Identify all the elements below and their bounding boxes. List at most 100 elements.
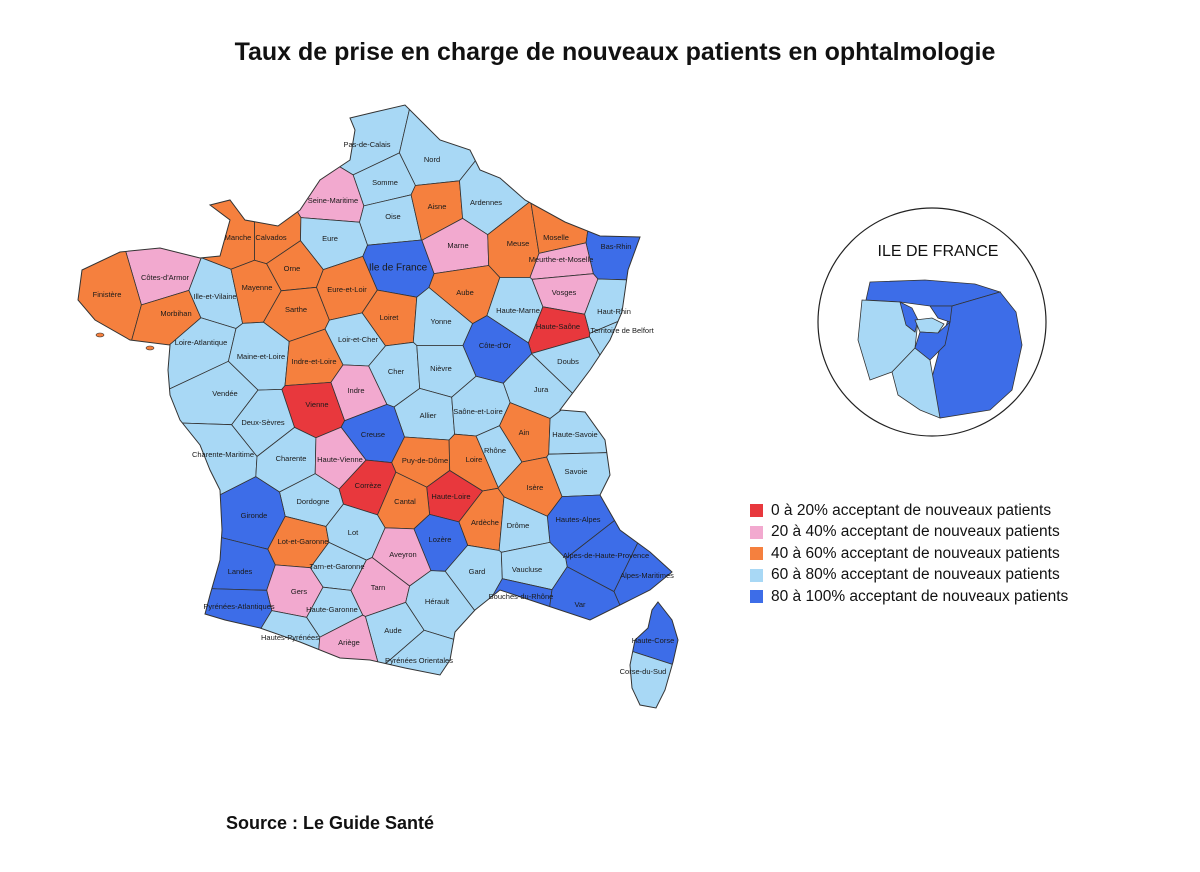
dept-label-pas-de-calais: Pas-de-Calais xyxy=(343,140,390,149)
dept-haute-savoie xyxy=(548,393,672,455)
dept-label-rhone: Rhône xyxy=(484,446,506,455)
legend-label: 0 à 20% acceptant de nouveaux patients xyxy=(771,501,1052,519)
dept-label-manche: Manche xyxy=(225,233,252,242)
dept-label-creuse: Creuse xyxy=(361,430,385,439)
legend-swatch xyxy=(750,504,763,518)
legend-swatch xyxy=(750,568,763,582)
dept-label-pyrenees-orientales: Pyrénées Orientales xyxy=(385,656,453,665)
dept-label-cher: Cher xyxy=(388,367,405,376)
dept-label-aveyron: Aveyron xyxy=(389,550,416,559)
dept-label-moselle: Moselle xyxy=(543,233,569,242)
dept-label-meurthe-et-moselle: Meurthe-et-Moselle xyxy=(529,255,594,264)
idf-dept-hauts-de-seine xyxy=(899,301,919,333)
dept-label-alpes-de-haute-provence: Alpes-de-Haute-Provence xyxy=(563,551,649,560)
idf-dept-val-de-marne xyxy=(914,320,951,361)
source-note: Source : Le Guide Santé xyxy=(226,813,435,833)
dept-label-marne: Marne xyxy=(447,241,468,250)
legend-label: 20 à 40% acceptant de nouveaux patients xyxy=(771,523,1060,541)
dept-label-lozere: Lozère xyxy=(429,535,452,544)
dept-label-nievre: Nièvre xyxy=(430,364,452,373)
dept-label-haute-vienne: Haute-Vienne xyxy=(317,455,363,464)
dept-label-aisne: Aisne xyxy=(428,202,447,211)
dept-label-lot-et-garonne: Lot-et-Garonne xyxy=(278,537,329,546)
island-2 xyxy=(145,345,155,351)
dept-label-haute-savoie: Haute-Savoie xyxy=(552,430,597,439)
dept-label-oise: Oise xyxy=(385,212,400,221)
dept-label-gers: Gers xyxy=(291,587,308,596)
dept-label-charente-maritime: Charente-Maritime xyxy=(192,450,254,459)
dept-label-calvados: Calvados xyxy=(255,233,287,242)
dept-label-aude: Aude xyxy=(384,626,402,635)
dept-bas-rhin xyxy=(585,105,672,283)
legend-label: 40 à 60% acceptant de nouveaux patients xyxy=(771,544,1060,562)
dept-label-gironde: Gironde xyxy=(241,511,268,520)
idf-dept-paris xyxy=(914,317,945,334)
dept-label-charente: Charente xyxy=(276,454,307,463)
dept-label-ariege: Ariège xyxy=(338,638,360,647)
dept-label-isere: Isère xyxy=(527,483,544,492)
dept-label-vienne: Vienne xyxy=(305,400,328,409)
dept-label-sarthe: Sarthe xyxy=(285,305,307,314)
dept-label-doubs: Doubs xyxy=(557,357,579,366)
mainland-departments xyxy=(78,105,672,675)
dept-label-eure-et-loir: Eure-et-Loir xyxy=(327,285,367,294)
dept-label-allier: Allier xyxy=(420,411,437,420)
corsica-outline xyxy=(629,601,679,709)
dept-label-yonne: Yonne xyxy=(431,317,452,326)
idf-dept-seine-et-marne xyxy=(929,291,1023,419)
dept-label-bouches-du-rhone: Bouches-du-Rhône xyxy=(489,592,554,601)
dept-label-haute-marne: Haute-Marne xyxy=(496,306,540,315)
dept-label-loire-atlantique: Loire-Atlantique xyxy=(175,338,228,347)
dept-label-territoire-de-belfort: Territoire de Belfort xyxy=(590,326,654,335)
dept-label-tarn: Tarn xyxy=(371,583,386,592)
dept-label-ain: Ain xyxy=(519,428,530,437)
dept-label-gard: Gard xyxy=(469,567,486,576)
dept-label-haute-garonne: Haute-Garonne xyxy=(306,605,358,614)
legend-item: 40 à 60% acceptant de nouveaux patients xyxy=(750,543,1068,565)
legend-item: 60 à 80% acceptant de nouveaux patients xyxy=(750,565,1068,587)
dept-label-eure: Eure xyxy=(322,234,338,243)
idf-inset-title: ILE DE FRANCE xyxy=(878,243,999,260)
dept-label-puy-de-dome: Puy-de-Dôme xyxy=(402,456,448,465)
legend-item: 80 à 100% acceptant de nouveaux patients xyxy=(750,586,1068,608)
dept-label-ardennes: Ardennes xyxy=(470,198,502,207)
dept-label-saone-et-loire: Saône-et-Loire xyxy=(453,407,503,416)
dept-label-ille-et-vilaine: Ille-et-Vilaine xyxy=(193,292,236,301)
legend-swatch xyxy=(750,590,763,604)
dept-label-corse-du-sud: Corse-du-Sud xyxy=(620,667,667,676)
dept-label-haut-rhin: Haut-Rhin xyxy=(597,307,631,316)
dept-label-cote-d-or: Côte-d'Or xyxy=(479,341,512,350)
dept-label-nord: Nord xyxy=(424,155,440,164)
mainland-outline xyxy=(77,104,673,676)
legend: 0 à 20% acceptant de nouveaux patients 20… xyxy=(750,500,1068,608)
dept-label-pyrenees-atlantiques: Pyrénées-Atlantiques xyxy=(203,602,275,611)
dept-label-ardeche: Ardèche xyxy=(471,518,499,527)
dept-label-vendee: Vendée xyxy=(212,389,237,398)
dept-label-drome: Drôme xyxy=(507,521,530,530)
dept-hautes-pyrenees xyxy=(204,610,321,675)
legend-item: 20 à 40% acceptant de nouveaux patients xyxy=(750,522,1068,544)
dept-label-herault: Hérault xyxy=(425,597,450,606)
legend-swatch xyxy=(750,525,763,539)
dept-finistere xyxy=(78,105,142,467)
dept-label-orne: Orne xyxy=(284,264,301,273)
dept-label-hautes-pyrenees: Hautes-Pyrénées xyxy=(261,633,319,642)
dept-label-maine-et-loire: Maine-et-Loire xyxy=(237,352,285,361)
dept-label-mayenne: Mayenne xyxy=(242,283,273,292)
dept-label-indre: Indre xyxy=(347,386,364,395)
dept-label-loir-et-cher: Loir-et-Cher xyxy=(338,335,379,344)
dept-label-seine-maritime: Seine-Maritime xyxy=(308,196,358,205)
legend-swatch xyxy=(750,547,763,561)
dept-label-cotes-d-armor: Côtes-d'Armor xyxy=(141,273,190,282)
dept-label-haute-saone: Haute-Saône xyxy=(536,322,580,331)
dept-label-meuse: Meuse xyxy=(507,239,530,248)
dept-label-savoie: Savoie xyxy=(565,467,588,476)
dept-label-loire: Loire xyxy=(466,455,483,464)
dept-label-haute-corse: Haute-Corse xyxy=(632,636,675,645)
dept-label-dordogne: Dordogne xyxy=(297,497,330,506)
dept-label-correze: Corrèze xyxy=(355,481,382,490)
dept-label-tarn-et-garonne: Tarn-et-Garonne xyxy=(309,562,364,571)
dept-moselle xyxy=(530,105,611,254)
island-1 xyxy=(95,332,105,338)
